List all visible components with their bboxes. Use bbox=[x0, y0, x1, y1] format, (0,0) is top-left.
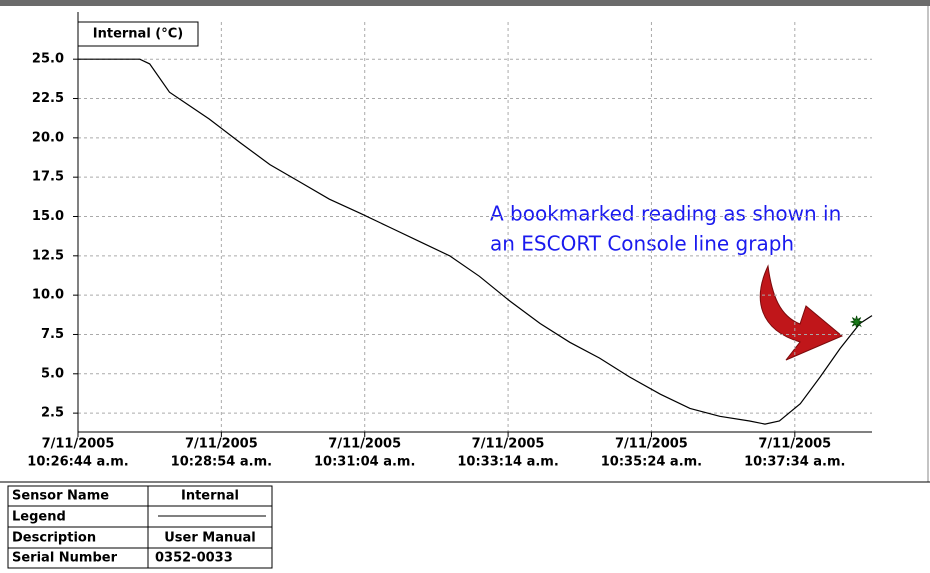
table-cell: Sensor Name bbox=[12, 489, 109, 504]
x-tick-label: 10:33:14 a.m. bbox=[457, 455, 558, 470]
x-tick-label: 7/11/2005 bbox=[472, 437, 545, 452]
x-tick-label: 7/11/2005 bbox=[758, 437, 831, 452]
table-cell: Internal bbox=[181, 489, 239, 504]
y-tick-label: 22.5 bbox=[32, 91, 64, 106]
x-tick-label: 7/11/2005 bbox=[615, 437, 688, 452]
x-tick-label: 7/11/2005 bbox=[185, 437, 258, 452]
y-tick-label: 10.0 bbox=[32, 288, 64, 303]
y-tick-label: 15.0 bbox=[32, 209, 64, 224]
x-tick-label: 10:35:24 a.m. bbox=[601, 455, 702, 470]
x-tick-label: 7/11/2005 bbox=[328, 437, 401, 452]
screen: Internal (°C) A bookmarked reading as sh… bbox=[0, 0, 930, 569]
background bbox=[0, 0, 930, 569]
table-cell: 0352-0033 bbox=[155, 551, 233, 566]
table-cell: User Manual bbox=[164, 531, 256, 546]
y-tick-label: 2.5 bbox=[41, 406, 64, 421]
table-cell: Serial Number bbox=[12, 551, 118, 566]
annotation: an ESCORT Console line graph bbox=[490, 232, 794, 256]
y-tick-label: 25.0 bbox=[32, 52, 64, 67]
annotation: A bookmarked reading as shown in bbox=[490, 202, 841, 226]
x-tick-label: 10:28:54 a.m. bbox=[171, 455, 272, 470]
x-tick-label: 10:31:04 a.m. bbox=[314, 455, 415, 470]
x-tick-label: 7/11/2005 bbox=[42, 437, 115, 452]
y-tick-label: 12.5 bbox=[32, 248, 64, 263]
x-tick-label: 10:37:34 a.m. bbox=[744, 455, 845, 470]
y-tick-label: 7.5 bbox=[41, 327, 64, 342]
x-tick-label: 10:26:44 a.m. bbox=[27, 455, 128, 470]
bookmark bbox=[851, 316, 863, 328]
y-tick-label: 5.0 bbox=[41, 366, 64, 381]
y-tick-label: 20.0 bbox=[32, 130, 64, 145]
table-cell: Description bbox=[12, 531, 96, 546]
y-tick-label: 17.5 bbox=[32, 170, 64, 185]
series-label: Internal (°C) bbox=[93, 27, 183, 42]
top-border bbox=[0, 0, 930, 6]
table-cell: Legend bbox=[12, 510, 66, 525]
